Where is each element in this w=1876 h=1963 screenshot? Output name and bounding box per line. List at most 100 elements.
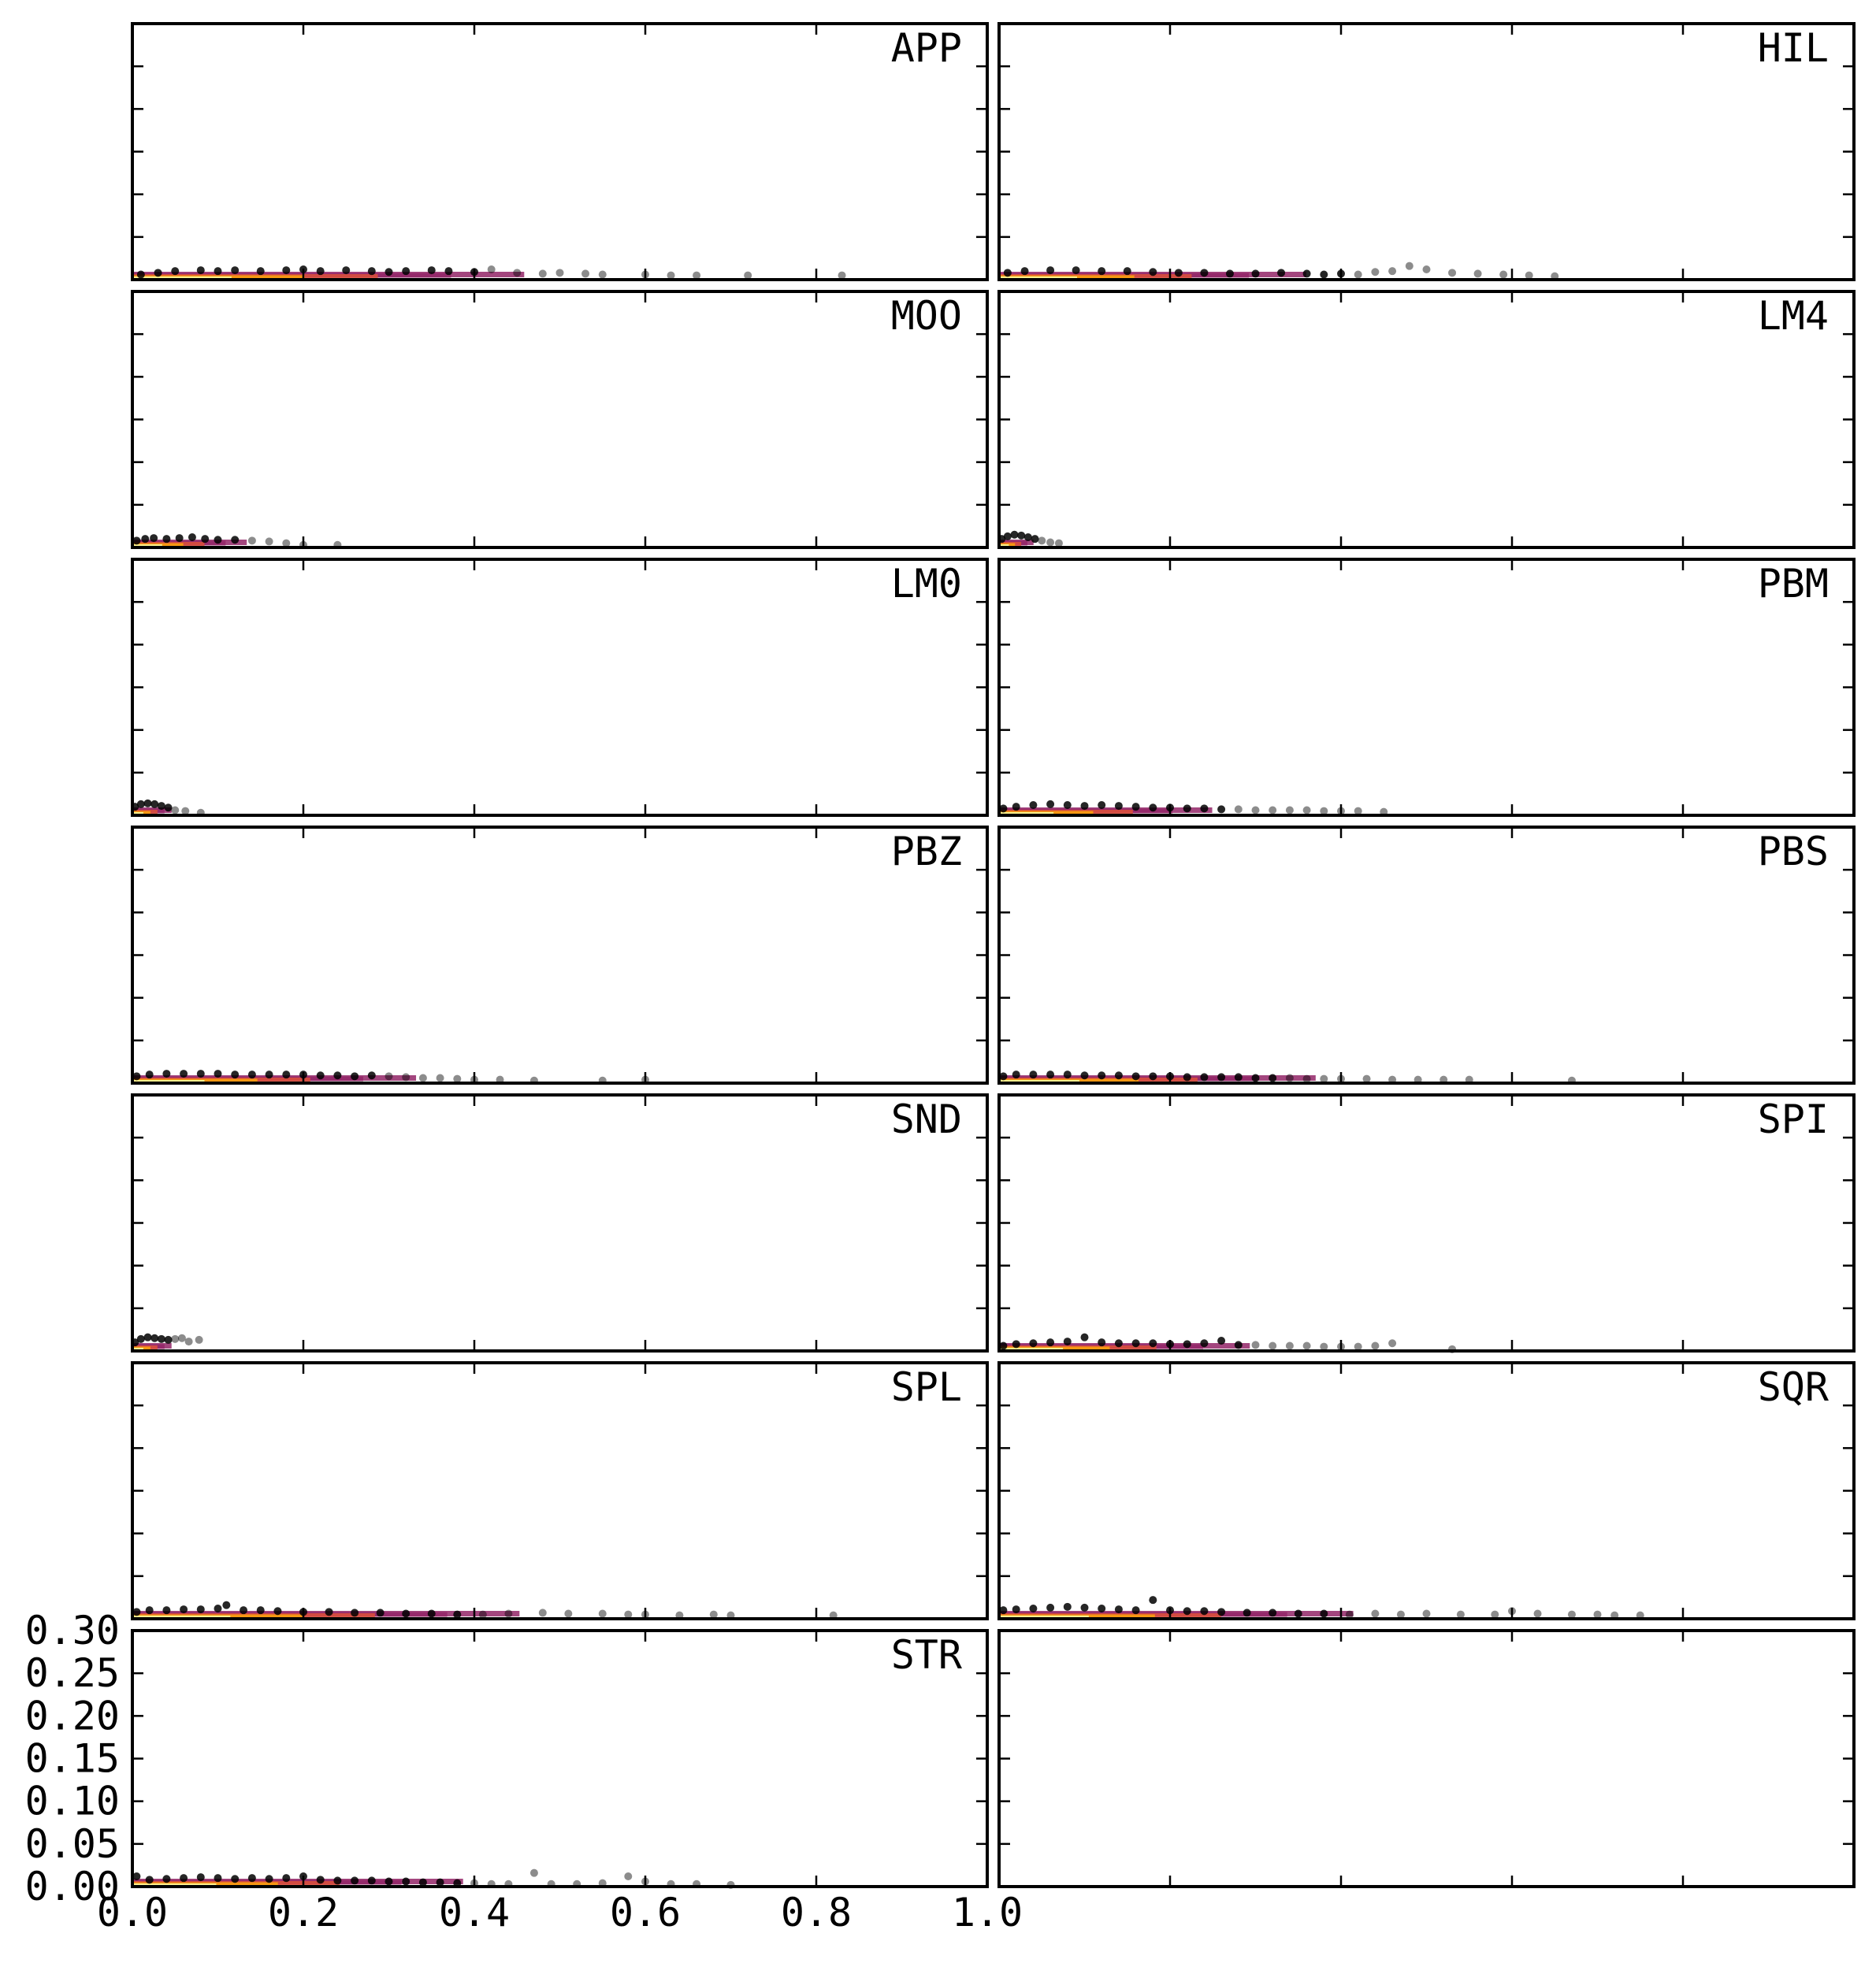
panel-label: LM4 [1758, 293, 1829, 339]
data-point [1149, 1596, 1157, 1605]
data-point [1422, 1609, 1431, 1618]
data-point [402, 1877, 410, 1886]
data-point [214, 267, 222, 276]
panel-label: SPL [891, 1364, 962, 1410]
data-point [1012, 803, 1020, 811]
panel-frame [997, 558, 1856, 817]
data-point [1302, 806, 1311, 815]
data-point [132, 1872, 141, 1880]
data-point [164, 803, 173, 812]
density-band-layer [1001, 1080, 1079, 1082]
data-point [196, 1070, 205, 1078]
data-point [157, 802, 165, 811]
data-point [513, 269, 522, 277]
data-point [195, 1335, 203, 1344]
data-point [436, 1878, 444, 1887]
density-band-layer [134, 1616, 231, 1618]
panel-background [999, 24, 1854, 280]
data-point [247, 536, 256, 545]
data-point [1405, 262, 1414, 270]
data-point [1046, 800, 1055, 808]
data-point [145, 1071, 154, 1079]
data-point [231, 266, 240, 275]
data-point [196, 1873, 205, 1882]
data-point [1098, 1071, 1106, 1080]
data-point [1098, 1605, 1106, 1612]
data-point [529, 1868, 538, 1877]
data-point [282, 539, 291, 547]
data-point [581, 269, 590, 278]
data-point [351, 1609, 359, 1617]
data-point [1046, 1338, 1055, 1347]
data-point [1217, 1073, 1226, 1082]
data-point [196, 1605, 205, 1614]
x-tick-label: 0.0 [97, 1890, 168, 1935]
data-point [231, 1071, 240, 1079]
data-point [150, 1334, 159, 1342]
data-point [247, 1071, 256, 1079]
y-tick-label: 0.25 [25, 1650, 120, 1696]
data-point [1131, 803, 1140, 811]
data-point [624, 1872, 633, 1880]
data-point [1029, 1071, 1038, 1079]
panel-background [132, 559, 987, 815]
data-point [1072, 266, 1080, 275]
data-point [282, 266, 291, 275]
data-point [1234, 805, 1243, 814]
data-point [145, 1606, 154, 1615]
panel-background [132, 827, 987, 1083]
y-tick-label: 0.20 [25, 1693, 120, 1738]
data-point [367, 1071, 376, 1080]
x-tick-label: 0.4 [439, 1890, 510, 1935]
panel-background [999, 1095, 1854, 1351]
data-point [1046, 1603, 1055, 1612]
panel-sqr: SQR [997, 1361, 1856, 1620]
panel-background [132, 291, 987, 547]
data-point [504, 1609, 513, 1618]
data-point [231, 1875, 240, 1883]
data-point [418, 1878, 427, 1887]
data-point [838, 271, 846, 280]
data-point [316, 1876, 325, 1884]
x-tick-label: 0.8 [781, 1890, 852, 1935]
y-tick-label: 0.15 [25, 1736, 120, 1782]
data-point [231, 536, 240, 544]
data-point [598, 270, 607, 279]
data-point [1020, 267, 1029, 276]
data-point [1003, 269, 1012, 277]
data-point [999, 804, 1008, 813]
data-point [1294, 1609, 1302, 1618]
data-point [1114, 1605, 1123, 1614]
data-point [1234, 1341, 1243, 1349]
data-point [247, 1874, 256, 1883]
data-point [1251, 806, 1260, 815]
panel-background [132, 1631, 987, 1887]
data-point [1017, 531, 1026, 540]
data-point [1217, 1337, 1226, 1345]
data-point [402, 1609, 410, 1618]
density-band-layer [134, 812, 143, 815]
data-point [1046, 266, 1055, 275]
data-point [141, 535, 150, 544]
data-point [1183, 1340, 1191, 1349]
data-point [1080, 1333, 1089, 1341]
density-band-layer [134, 1348, 143, 1350]
data-point [402, 267, 410, 276]
data-point [157, 1334, 165, 1343]
panel-label: MOO [891, 293, 962, 339]
data-point [240, 1606, 248, 1615]
panel-moo: MOO [131, 290, 989, 549]
x-tick-label: 1.0 [952, 1890, 1023, 1935]
data-point [1149, 1339, 1157, 1348]
data-point [1345, 1610, 1354, 1619]
y-tick-label: 0.05 [25, 1821, 120, 1867]
data-point [453, 1074, 462, 1083]
y-tick-label: 0.30 [25, 1608, 120, 1653]
data-point [342, 266, 351, 275]
data-point [999, 1606, 1008, 1615]
x-tick-label: 0.6 [610, 1890, 681, 1935]
panel-frame [131, 1093, 989, 1353]
panel-frame [997, 826, 1856, 1085]
data-point [384, 1877, 393, 1886]
data-point [999, 1072, 1008, 1081]
